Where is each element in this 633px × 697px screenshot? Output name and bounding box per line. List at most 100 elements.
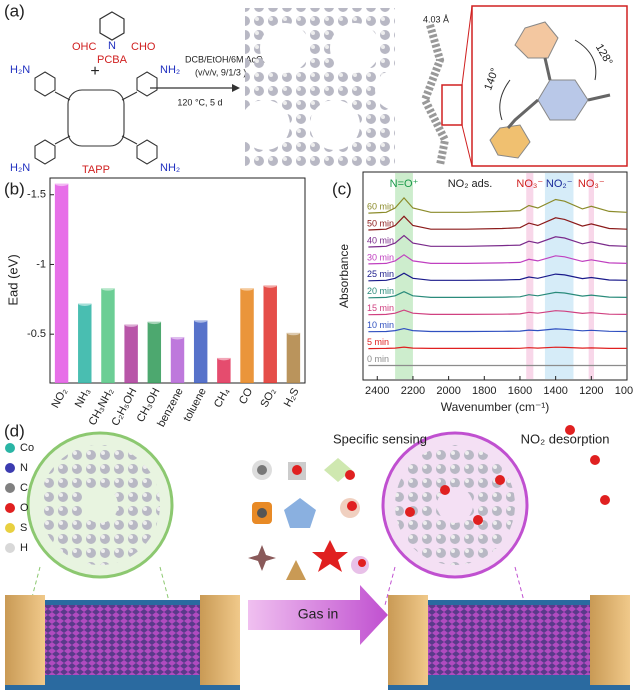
bar-cap bbox=[263, 282, 277, 288]
y-tick-label: -1 bbox=[36, 258, 46, 270]
legend-label: O bbox=[20, 502, 29, 514]
series-label: 60 min bbox=[367, 201, 394, 211]
y-axis-label: Absorbance bbox=[337, 244, 351, 308]
y-tick-label: -1.5 bbox=[27, 189, 46, 201]
bar bbox=[286, 332, 301, 383]
bar bbox=[78, 303, 92, 383]
spectrum-line bbox=[368, 291, 628, 299]
condition: (v/v/v, 9/1/3 ) bbox=[195, 67, 246, 77]
bar-cap bbox=[101, 285, 115, 291]
bar bbox=[240, 288, 254, 383]
zoom-line bbox=[461, 5, 473, 86]
highlight-band bbox=[588, 173, 594, 379]
bar bbox=[147, 321, 162, 383]
panel-c: (c) Absorbance Wavenumber (cm⁻¹) NO₂ ads… bbox=[332, 171, 633, 414]
legend-swatch bbox=[5, 463, 15, 473]
panel-label: (c) bbox=[332, 179, 352, 198]
spectrum-line bbox=[368, 254, 628, 265]
legend-swatch bbox=[5, 503, 15, 513]
caption-label: Specific sensing bbox=[333, 431, 427, 446]
sensing-film bbox=[428, 605, 590, 675]
plot-frame bbox=[362, 171, 628, 381]
spectrum-line bbox=[368, 346, 627, 350]
x-tick-label: 1400 bbox=[543, 385, 567, 397]
bar bbox=[124, 324, 138, 383]
distance-label: 4.03 Å bbox=[423, 14, 449, 24]
legend-label: C bbox=[20, 482, 28, 494]
series-label: 15 min bbox=[367, 303, 394, 313]
legend-label: Co bbox=[20, 442, 34, 454]
atom-label: CHO bbox=[131, 41, 156, 53]
x-tick-label: 2400 bbox=[365, 385, 389, 397]
zoom-inset bbox=[471, 5, 628, 167]
bar-cap bbox=[54, 181, 69, 187]
x-tick-label: CO bbox=[237, 386, 256, 407]
atom-label: NH₂ bbox=[160, 162, 180, 174]
spectrum-line bbox=[368, 196, 628, 214]
legend-label: S bbox=[20, 522, 27, 534]
x-tick-label: 2200 bbox=[401, 385, 425, 397]
caption-label: NO₂ desorption bbox=[521, 431, 610, 446]
series-label: 40 min bbox=[367, 235, 394, 245]
x-tick-label: 1200 bbox=[579, 385, 603, 397]
band-label: NO₃⁻ bbox=[516, 178, 543, 190]
bar-cap bbox=[193, 317, 208, 323]
legend-label: H bbox=[20, 542, 28, 554]
spectrum-line bbox=[368, 272, 628, 282]
legend-swatch bbox=[5, 523, 15, 533]
framework bbox=[240, 8, 415, 170]
atom-label: N bbox=[108, 40, 116, 52]
electrode bbox=[200, 595, 240, 685]
spectrum-line bbox=[368, 215, 628, 231]
panel-label: (b) bbox=[4, 179, 25, 198]
x-tick-label: SO₂ bbox=[258, 386, 278, 409]
series-label: 20 min bbox=[367, 286, 394, 296]
legend-swatch bbox=[5, 543, 15, 553]
stacked-layers bbox=[420, 23, 450, 166]
bonds bbox=[506, 57, 611, 129]
gas-molecules bbox=[248, 458, 369, 580]
pyridine-ring bbox=[99, 11, 125, 41]
legend-swatch bbox=[5, 483, 15, 493]
bar bbox=[54, 183, 69, 383]
x-tick-label: NO₂ bbox=[49, 386, 69, 410]
band-label: NO₂⁻ bbox=[546, 178, 573, 190]
band-label: NO₃⁻ bbox=[578, 178, 605, 190]
atom-label: H₂N bbox=[10, 64, 30, 76]
angle-arc bbox=[499, 79, 511, 121]
legend-swatch bbox=[5, 443, 15, 453]
series-label: 50 min bbox=[367, 218, 394, 228]
atom-label: H₂N bbox=[10, 162, 30, 174]
spectrum-line bbox=[368, 234, 628, 248]
series-label: 25 min bbox=[367, 269, 394, 279]
bar bbox=[193, 320, 208, 383]
series-label: 30 min bbox=[367, 252, 394, 262]
porphyrin bbox=[34, 71, 158, 165]
plus: + bbox=[90, 63, 99, 80]
zoom-box bbox=[441, 84, 463, 126]
bar bbox=[101, 288, 115, 383]
x-axis-label: Wavenumber (cm⁻¹) bbox=[441, 400, 550, 414]
bar-cap bbox=[147, 319, 162, 325]
condition: 120 °C, 5 d bbox=[177, 97, 222, 107]
highlight-band bbox=[395, 173, 413, 379]
pore bbox=[437, 487, 473, 523]
x-tick-label: NH₃ bbox=[73, 386, 93, 410]
zoom-line bbox=[461, 124, 473, 167]
bar-cap bbox=[217, 355, 231, 361]
compound-name: PCBA bbox=[97, 54, 128, 66]
bar bbox=[263, 285, 277, 383]
ring-highlight bbox=[514, 21, 559, 59]
pore bbox=[82, 487, 118, 523]
panel-label: (d) bbox=[4, 421, 25, 440]
x-tick-label: 1600 bbox=[508, 385, 532, 397]
bar-cap bbox=[286, 330, 301, 336]
arrow-label: Gas in bbox=[298, 606, 338, 622]
spectrum-line bbox=[368, 309, 628, 316]
x-tick-label: CH₄ bbox=[212, 386, 232, 410]
highlight-band bbox=[526, 173, 534, 379]
y-axis-label: Ead (eV) bbox=[5, 254, 20, 305]
ring-highlight bbox=[537, 79, 589, 121]
